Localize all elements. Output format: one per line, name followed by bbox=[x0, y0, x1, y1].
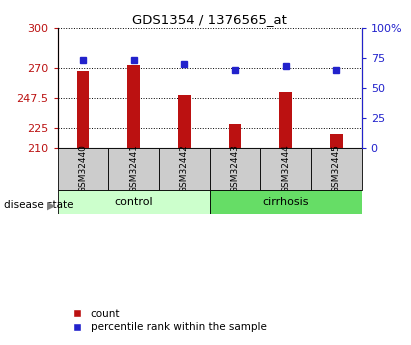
Text: cirrhosis: cirrhosis bbox=[262, 197, 309, 207]
Bar bbox=[229, 124, 241, 148]
Legend: count, percentile rank within the sample: count, percentile rank within the sample bbox=[63, 305, 271, 336]
Text: GSM32442: GSM32442 bbox=[180, 145, 189, 194]
Text: GSM32445: GSM32445 bbox=[332, 145, 341, 194]
Bar bbox=[178, 95, 191, 148]
Text: GSM32444: GSM32444 bbox=[281, 145, 290, 194]
Text: GSM32443: GSM32443 bbox=[231, 145, 240, 194]
Text: control: control bbox=[114, 197, 153, 207]
Bar bbox=[108, 148, 159, 190]
Bar bbox=[260, 148, 311, 190]
Bar bbox=[210, 190, 362, 214]
Bar bbox=[311, 148, 362, 190]
Text: ▶: ▶ bbox=[47, 200, 55, 210]
Bar bbox=[58, 190, 210, 214]
Bar bbox=[58, 148, 108, 190]
Bar bbox=[159, 148, 210, 190]
Bar bbox=[127, 65, 140, 148]
Bar bbox=[210, 148, 260, 190]
Bar bbox=[76, 70, 89, 148]
Text: GSM32440: GSM32440 bbox=[79, 145, 88, 194]
Bar bbox=[330, 134, 343, 148]
Text: disease state: disease state bbox=[4, 200, 74, 210]
Title: GDS1354 / 1376565_at: GDS1354 / 1376565_at bbox=[132, 13, 287, 27]
Bar bbox=[279, 92, 292, 148]
Text: GSM32441: GSM32441 bbox=[129, 145, 138, 194]
